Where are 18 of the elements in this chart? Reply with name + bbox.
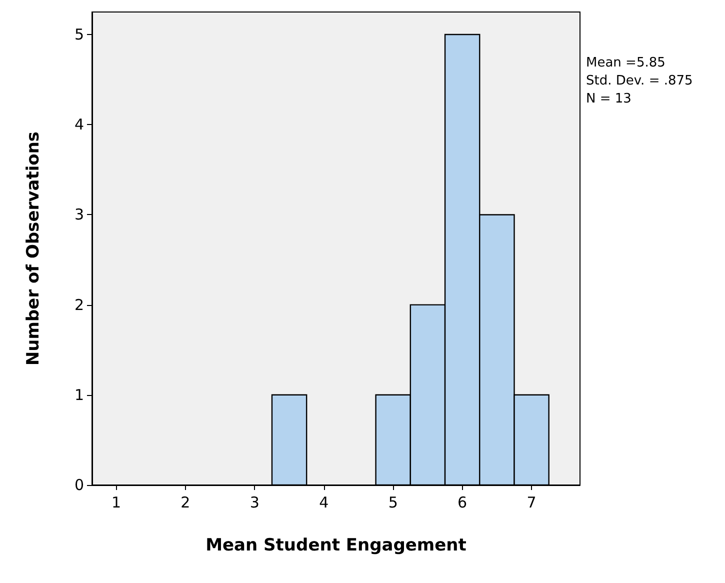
text: N = 13 (586, 92, 632, 106)
x-tick-label: 3 (250, 494, 260, 512)
y-tick-label: 3 (74, 206, 84, 224)
y-tick-label: 1 (74, 386, 84, 404)
y-tick-label: 0 (74, 476, 84, 494)
y-axis-title: Number of Observations (24, 131, 44, 366)
x-tick-label: 7 (526, 494, 536, 512)
x-tick-label: 1 (111, 494, 121, 512)
x-axis-title: Mean Student Engagement (206, 536, 466, 556)
text: Std. Dev. = .875 (586, 74, 693, 88)
y-tick-label: 4 (74, 116, 84, 134)
x-tick-label: 6 (458, 494, 468, 512)
x-tick-label: 4 (319, 494, 329, 512)
y-tick-label: 2 (74, 296, 84, 314)
text: Mean =5.85 (586, 56, 666, 70)
x-tick-label: 2 (180, 494, 190, 512)
x-tick-label: 5 (388, 494, 398, 512)
y-tick-label: 5 (74, 26, 84, 44)
